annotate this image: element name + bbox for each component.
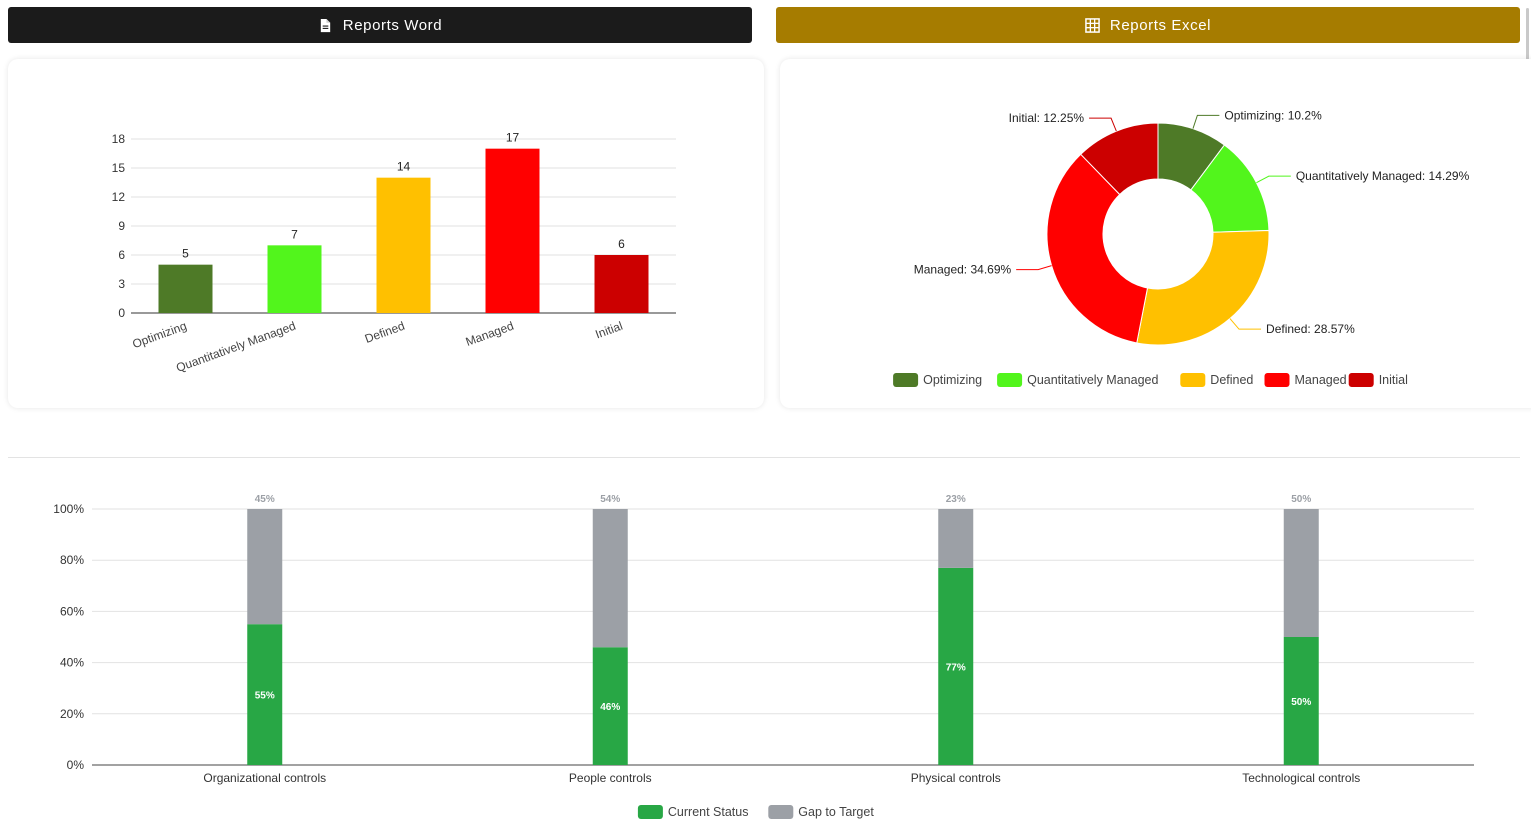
reports-word-button[interactable]: Reports Word — [8, 7, 752, 43]
legend-label: Gap to Target — [798, 805, 874, 819]
bar-value-label: 17 — [506, 131, 520, 145]
legend-swatch — [893, 373, 919, 387]
y-tick-label: 40% — [60, 656, 84, 670]
controls-stacked-chart: 0% 20% 40% 60% 80% 100% 55% 45% Organizational c… — [53, 494, 1474, 819]
current-status-bar — [938, 567, 974, 765]
donut-legend: Optimizing Quantitatively Managed Defined M… — [893, 373, 1408, 387]
y-tick-label: 18 — [112, 132, 126, 146]
y-tick-label: 15 — [112, 161, 126, 175]
slice-label: Optimizing: 10.2% — [1224, 108, 1322, 122]
x-tick-label: Managed — [464, 319, 516, 349]
current-status-label: 55% — [255, 691, 275, 702]
gap-label: 23% — [946, 494, 966, 505]
gap-to-target-bar — [1283, 509, 1319, 637]
current-status-bar — [247, 624, 283, 765]
legend-swatch — [997, 373, 1023, 387]
x-tick-label: Organizational controls — [203, 771, 326, 785]
gap-label: 50% — [1291, 494, 1311, 505]
bar — [485, 148, 540, 313]
y-tick-label: 9 — [118, 219, 125, 233]
bar — [594, 255, 649, 313]
legend-label: Optimizing — [923, 373, 982, 387]
bar — [376, 177, 431, 313]
donut-slice — [1136, 229, 1270, 346]
gap-label: 54% — [600, 494, 620, 505]
current-status-label: 46% — [600, 702, 620, 713]
legend-label: Defined — [1210, 373, 1253, 387]
legend-label: Initial — [1379, 373, 1408, 387]
legend-swatch — [1180, 373, 1206, 387]
leader-line — [1192, 114, 1220, 129]
maturity-donut-chart: Optimizing: 10.2% Quantitatively Managed:… — [893, 108, 1470, 387]
y-tick-label: 20% — [60, 707, 84, 721]
y-tick-label: 80% — [60, 553, 84, 567]
document-icon — [320, 18, 330, 32]
current-status-bar — [1283, 637, 1319, 765]
maturity-donut-card — [780, 59, 1531, 408]
y-tick-label: 60% — [60, 604, 84, 618]
y-tick-label: 6 — [118, 248, 125, 262]
reports-excel-label: Reports Excel — [1109, 16, 1212, 34]
legend-label: Current Status — [668, 805, 749, 819]
legend-swatch — [637, 805, 663, 819]
bar-value-label: 5 — [182, 247, 189, 261]
x-tick-label: Defined — [363, 319, 407, 346]
leader-line — [1089, 117, 1117, 132]
table-grid-icon — [1085, 17, 1100, 33]
y-tick-label: 12 — [112, 190, 126, 204]
reports-excel-button[interactable]: Reports Excel — [776, 7, 1520, 43]
bar — [267, 245, 322, 313]
x-tick-label: Initial — [593, 319, 624, 342]
maturity-bar-chart: 0 3 6 9 12 15 18 5 Optimizing 7 Quantitatively Man… — [112, 131, 676, 375]
scrollbar-thumb[interactable] — [1526, 8, 1529, 60]
bar — [158, 264, 213, 313]
y-tick-label: 0 — [118, 306, 125, 320]
legend-swatch — [1264, 373, 1290, 387]
y-tick-label: 0% — [67, 758, 85, 772]
donut-slice — [1046, 153, 1149, 344]
legend-swatch — [1348, 373, 1374, 387]
slice-label: Quantitatively Managed: 14.29% — [1296, 169, 1470, 183]
leader-line — [1016, 265, 1052, 271]
stacked-legend: Current Status Gap to Target — [637, 805, 874, 819]
bar-value-label: 7 — [291, 227, 298, 241]
x-tick-label: Quantitatively Managed — [174, 319, 297, 375]
x-tick-label: Optimizing — [130, 319, 188, 352]
x-tick-label: Physical controls — [911, 771, 1001, 785]
legend-label: Quantitatively Managed — [1027, 373, 1158, 387]
gap-to-target-bar — [592, 509, 628, 648]
slice-label: Defined: 28.57% — [1266, 322, 1355, 336]
bar-value-label: 6 — [618, 237, 625, 251]
section-divider — [8, 457, 1520, 458]
x-tick-label: Technological controls — [1242, 771, 1360, 785]
gap-to-target-bar — [938, 509, 974, 568]
y-tick-label: 3 — [118, 277, 125, 291]
x-tick-label: People controls — [569, 771, 652, 785]
bar-value-label: 14 — [397, 160, 411, 174]
current-status-label: 77% — [946, 662, 966, 673]
reports-word-label: Reports Word — [342, 16, 443, 34]
legend-label: Managed — [1295, 373, 1347, 387]
leader-line — [1256, 175, 1291, 184]
gap-label: 45% — [255, 494, 275, 505]
legend-swatch — [768, 805, 794, 819]
donut-slice — [1080, 122, 1159, 196]
leader-line — [1229, 318, 1262, 330]
slice-label: Managed: 34.69% — [914, 263, 1012, 277]
gap-to-target-bar — [247, 509, 283, 625]
current-status-label: 50% — [1291, 697, 1311, 708]
current-status-bar — [592, 647, 628, 765]
slice-label: Initial: 12.25% — [1009, 111, 1085, 125]
y-tick-label: 100% — [53, 502, 84, 516]
